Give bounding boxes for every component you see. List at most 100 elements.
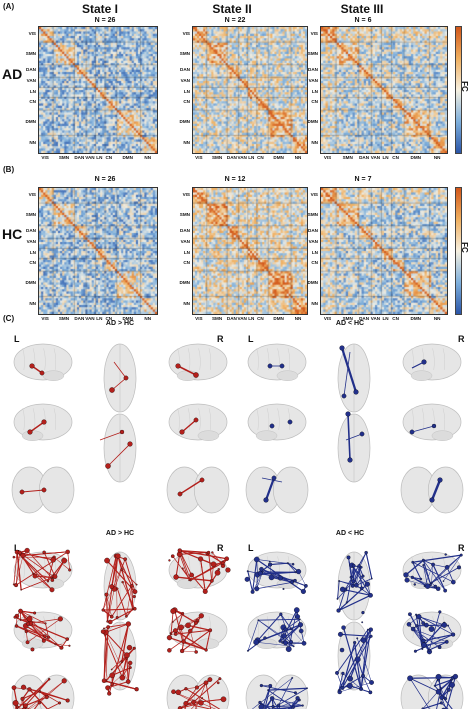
network-node xyxy=(339,586,346,592)
network-edge xyxy=(182,650,197,653)
col-label-nn: NN xyxy=(144,316,152,321)
network-edge xyxy=(108,623,129,694)
network-node xyxy=(446,687,451,692)
network-node xyxy=(44,694,49,700)
network-node xyxy=(361,610,365,615)
network-edge xyxy=(358,565,363,589)
network-node xyxy=(119,429,125,435)
network-node xyxy=(65,637,70,641)
network-edge xyxy=(431,564,434,583)
network-node xyxy=(204,648,208,652)
cmp-title-top-right: AD < HC xyxy=(335,320,365,327)
network-node xyxy=(183,701,189,706)
network-node xyxy=(444,565,450,570)
row-label-dmn: DMN xyxy=(179,279,190,285)
cmp-title-bottom-right: AD < HC xyxy=(335,530,365,537)
network-node xyxy=(109,614,114,619)
network-node xyxy=(123,557,127,561)
network-edge xyxy=(29,421,45,433)
col-label-vis: VIS xyxy=(195,155,203,160)
network-edge xyxy=(270,562,288,566)
network-node xyxy=(341,625,346,630)
colorbar-a xyxy=(455,26,462,154)
network-node xyxy=(103,627,105,630)
col-label-ln: LN xyxy=(382,316,389,321)
network-node xyxy=(110,682,114,686)
network-edge xyxy=(179,549,227,560)
network-node xyxy=(281,633,287,639)
network-edge xyxy=(29,702,40,709)
network-edge xyxy=(111,377,127,391)
col-label-smn: SMN xyxy=(211,155,223,160)
network-node xyxy=(288,639,293,644)
network-node xyxy=(271,705,275,709)
network-node xyxy=(301,640,307,646)
network-node xyxy=(340,685,345,690)
row-label-van: VAN xyxy=(308,78,318,84)
network-edge xyxy=(258,620,292,643)
network-edge xyxy=(267,689,294,708)
network-edge xyxy=(117,555,134,610)
network-node xyxy=(291,562,295,566)
network-edge xyxy=(20,610,45,642)
col-label-nn: NN xyxy=(294,316,302,321)
network-edge xyxy=(170,611,174,635)
network-edge xyxy=(126,585,132,617)
network-edge xyxy=(431,567,448,584)
network-node xyxy=(408,612,412,617)
row-label-dmn: DMN xyxy=(179,118,190,124)
network-node xyxy=(26,621,30,626)
network-edge xyxy=(406,579,439,589)
network-edge xyxy=(423,641,447,646)
network-node xyxy=(121,580,124,584)
network-node xyxy=(209,578,214,583)
network-edge xyxy=(121,569,137,585)
network-edge xyxy=(336,672,343,688)
col-label-dmn: DMN xyxy=(122,316,133,321)
network-node xyxy=(359,431,365,437)
network-edge xyxy=(102,631,123,678)
col-label-van: VAN xyxy=(85,316,95,321)
fc-matrix-a-state-1 xyxy=(38,26,158,154)
network-node xyxy=(295,696,300,701)
col-label-van: VAN xyxy=(237,316,247,321)
network-edge xyxy=(189,630,197,653)
colorbar-b xyxy=(455,187,462,315)
network-edge xyxy=(345,433,363,441)
row-label-dan: DAN xyxy=(26,67,36,73)
network-edge xyxy=(423,565,428,587)
network-node xyxy=(177,491,183,497)
network-node xyxy=(12,583,15,586)
network-node xyxy=(100,629,106,634)
network-edge xyxy=(175,554,181,578)
col-label-nn: NN xyxy=(144,155,152,160)
network-node xyxy=(364,581,370,587)
state-title-3: State III xyxy=(340,2,384,16)
col-label-smn: SMN xyxy=(58,155,70,160)
network-node xyxy=(101,608,105,612)
fc-matrix-b-state-2 xyxy=(192,187,308,315)
network-node xyxy=(101,678,107,683)
network-node xyxy=(207,677,213,682)
network-node xyxy=(65,698,70,703)
network-edge xyxy=(14,616,68,640)
network-node xyxy=(268,574,275,581)
network-node xyxy=(61,557,68,564)
network-edge xyxy=(337,580,340,599)
network-node xyxy=(109,584,115,589)
network-node xyxy=(193,417,199,423)
network-node xyxy=(359,565,363,569)
network-edge xyxy=(411,361,425,369)
row-label-van: VAN xyxy=(180,78,190,84)
network-node xyxy=(177,706,183,709)
side-r-3: R xyxy=(217,543,224,553)
row-label-nn: NN xyxy=(183,140,190,146)
network-node xyxy=(37,700,42,705)
network-node xyxy=(435,688,442,695)
row-label-smn: SMN xyxy=(25,50,36,56)
row-label-vis: VIS xyxy=(310,191,318,197)
network-node xyxy=(104,557,110,564)
row-label-cn: CN xyxy=(29,259,36,265)
col-label-dan: DAN xyxy=(226,316,237,321)
network-node xyxy=(287,419,293,425)
